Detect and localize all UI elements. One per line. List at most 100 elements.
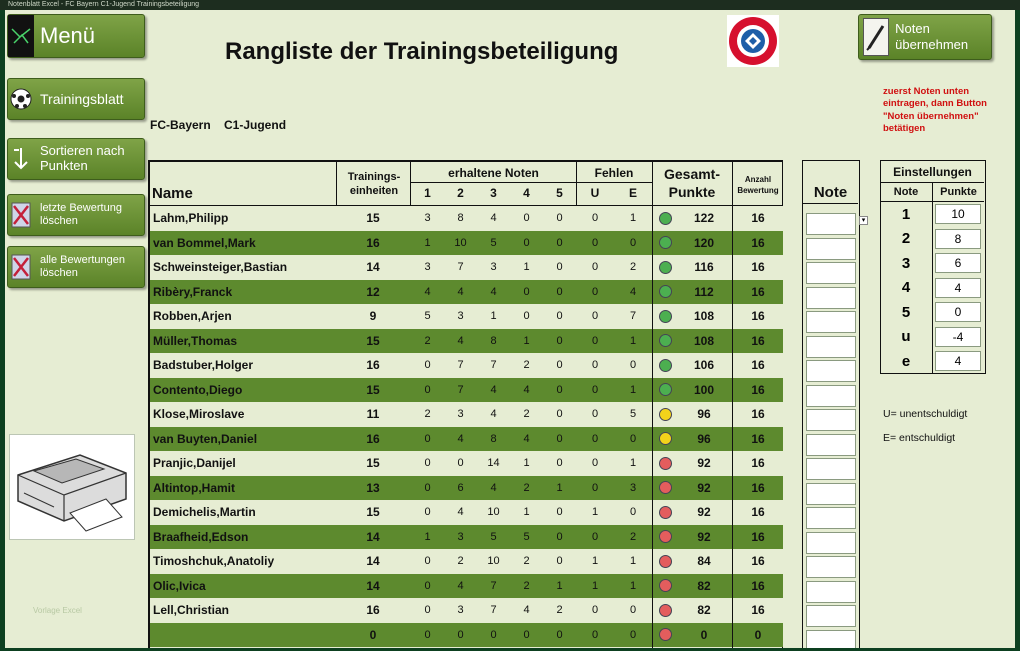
cell-u: 0: [591, 432, 599, 445]
note-input[interactable]: [806, 335, 856, 358]
cell-name: Badstuber,Holger: [153, 358, 254, 373]
settings-points-input[interactable]: 10: [935, 204, 981, 224]
note-input[interactable]: [806, 433, 856, 456]
menu-button[interactable]: Menü: [7, 14, 145, 58]
cell-te: 15: [366, 211, 380, 226]
trainingsblatt-button[interactable]: Trainingsblatt: [7, 78, 145, 120]
cell-n3: 8: [490, 432, 497, 445]
cell-n1: 0: [424, 555, 431, 568]
settings-points-input[interactable]: 4: [935, 351, 981, 371]
cell-n3: 4: [490, 212, 497, 225]
table-row: Altintop,Hamit 13 0 6 4 2 1 0 3 92 16: [150, 475, 783, 500]
status-indicator-green: [658, 211, 672, 225]
note-input[interactable]: [806, 458, 856, 480]
cell-count: 16: [751, 358, 765, 373]
cell-n5: 0: [556, 432, 563, 445]
settings-points-input[interactable]: 8: [935, 228, 981, 249]
cell-n2: 4: [457, 579, 464, 592]
note-input[interactable]: [806, 360, 856, 382]
cell-n4: 1: [523, 334, 530, 347]
cell-n4: 0: [523, 236, 530, 249]
cell-name: van Bommel,Mark: [153, 235, 256, 250]
note-input[interactable]: [806, 580, 856, 603]
dropdown-arrow-icon[interactable]: ▾: [859, 216, 868, 225]
table-row: Lahm,Philipp 15 3 8 4 0 0 0 1 122 16: [150, 206, 783, 231]
settings-points-input[interactable]: -4: [935, 326, 981, 347]
settings-row: 1 10: [881, 202, 984, 227]
table-row: Timoshchuk,Anatoliy 14 0 2 10 2 0 1 1 84 16: [150, 549, 783, 574]
cell-name: Demichelis,Martin: [153, 505, 256, 520]
cell-te: 11: [366, 407, 380, 422]
cell-name: Braafheid,Edson: [153, 529, 249, 544]
printer-icon[interactable]: [9, 434, 135, 540]
noten-uebernehmen-button[interactable]: Noten übernehmen: [858, 14, 992, 60]
table-row: Klose,Miroslave 11 2 3 4 2 0 0 5 96 16: [150, 402, 783, 427]
cell-n2: 7: [457, 383, 464, 396]
settings-points-input[interactable]: 6: [935, 253, 981, 273]
note-input[interactable]: [806, 384, 856, 407]
cell-e: 0: [629, 359, 637, 372]
note-input[interactable]: [806, 311, 856, 333]
cell-n3: 0: [490, 628, 497, 641]
cell-n4: 2: [523, 579, 530, 592]
settings-note: 2: [901, 230, 911, 248]
cell-count: 16: [751, 407, 765, 422]
settings-note: 1: [901, 205, 911, 223]
note-input[interactable]: [806, 237, 856, 260]
page-title: Rangliste der Trainingsbeteiligung: [225, 38, 619, 65]
note-input[interactable]: [806, 605, 856, 627]
menu-label: Menü: [40, 23, 96, 49]
cell-name: Contento,Diego: [153, 382, 243, 397]
sort-icon: [8, 139, 34, 179]
settings-note: e: [901, 352, 911, 370]
status-indicator-red: [658, 628, 672, 642]
cell-n4: 1: [523, 506, 530, 519]
cell-u: 1: [591, 555, 599, 568]
cell-te: 15: [366, 505, 380, 520]
settings-points-input[interactable]: 4: [935, 277, 981, 298]
delete-last-rating-button[interactable]: letzte Bewertung löschen: [7, 194, 145, 236]
cell-e: 4: [629, 285, 637, 298]
cell-n1: 5: [424, 310, 431, 323]
table-row: Robben,Arjen 9 5 3 1 0 0 0 7 108 16: [150, 304, 783, 329]
note-input-column: Note ▾: [802, 160, 868, 648]
note-input[interactable]: [806, 482, 856, 505]
settings-points-input[interactable]: 0: [935, 302, 981, 322]
note-input[interactable]: [806, 556, 856, 578]
cell-e: 1: [629, 457, 637, 470]
cell-n1: 0: [424, 506, 431, 519]
note-input[interactable]: [806, 531, 856, 554]
cell-n4: 5: [523, 530, 530, 543]
header-grade-4: 4: [523, 186, 530, 200]
note-input[interactable]: [806, 213, 856, 235]
note-input[interactable]: [806, 507, 856, 529]
ranking-table: Name Trainings-einheiten erhaltene Noten…: [148, 160, 783, 648]
cell-count: 16: [751, 456, 765, 471]
cell-e: 1: [629, 555, 637, 568]
cell-u: 0: [591, 212, 599, 225]
sort-by-points-button[interactable]: Sortieren nach Punkten: [7, 138, 145, 180]
settings-row: u -4: [881, 325, 984, 350]
header-absent-e: E: [628, 186, 637, 200]
table-row: Lell,Christian 16 0 3 7 4 2 0 0 82 16: [150, 598, 783, 623]
status-indicator-green: [658, 309, 672, 323]
cell-e: 7: [629, 310, 637, 323]
cell-te: 16: [366, 431, 380, 446]
note-input[interactable]: [806, 262, 856, 284]
cell-count: 16: [751, 382, 765, 397]
note-input[interactable]: [806, 629, 856, 648]
cell-points: 96: [697, 407, 711, 422]
note-input[interactable]: [806, 286, 856, 309]
table-row: Badstuber,Holger 16 0 7 7 2 0 0 0 106 16: [150, 353, 783, 378]
cell-n1: 0: [424, 481, 431, 494]
note-input[interactable]: [806, 409, 856, 431]
cell-n2: 8: [457, 212, 464, 225]
cell-points: 108: [693, 309, 715, 324]
cell-n1: 2: [424, 408, 431, 421]
cell-n5: 0: [556, 555, 563, 568]
delete-all-ratings-button[interactable]: alle Bewertungen löschen: [7, 246, 145, 288]
settings-table: Einstellungen Note Punkte 1 10 2 8 3 6 4 4 5 0 u -4…: [880, 160, 986, 374]
cell-count: 16: [751, 578, 765, 593]
cell-te: 13: [366, 480, 380, 495]
